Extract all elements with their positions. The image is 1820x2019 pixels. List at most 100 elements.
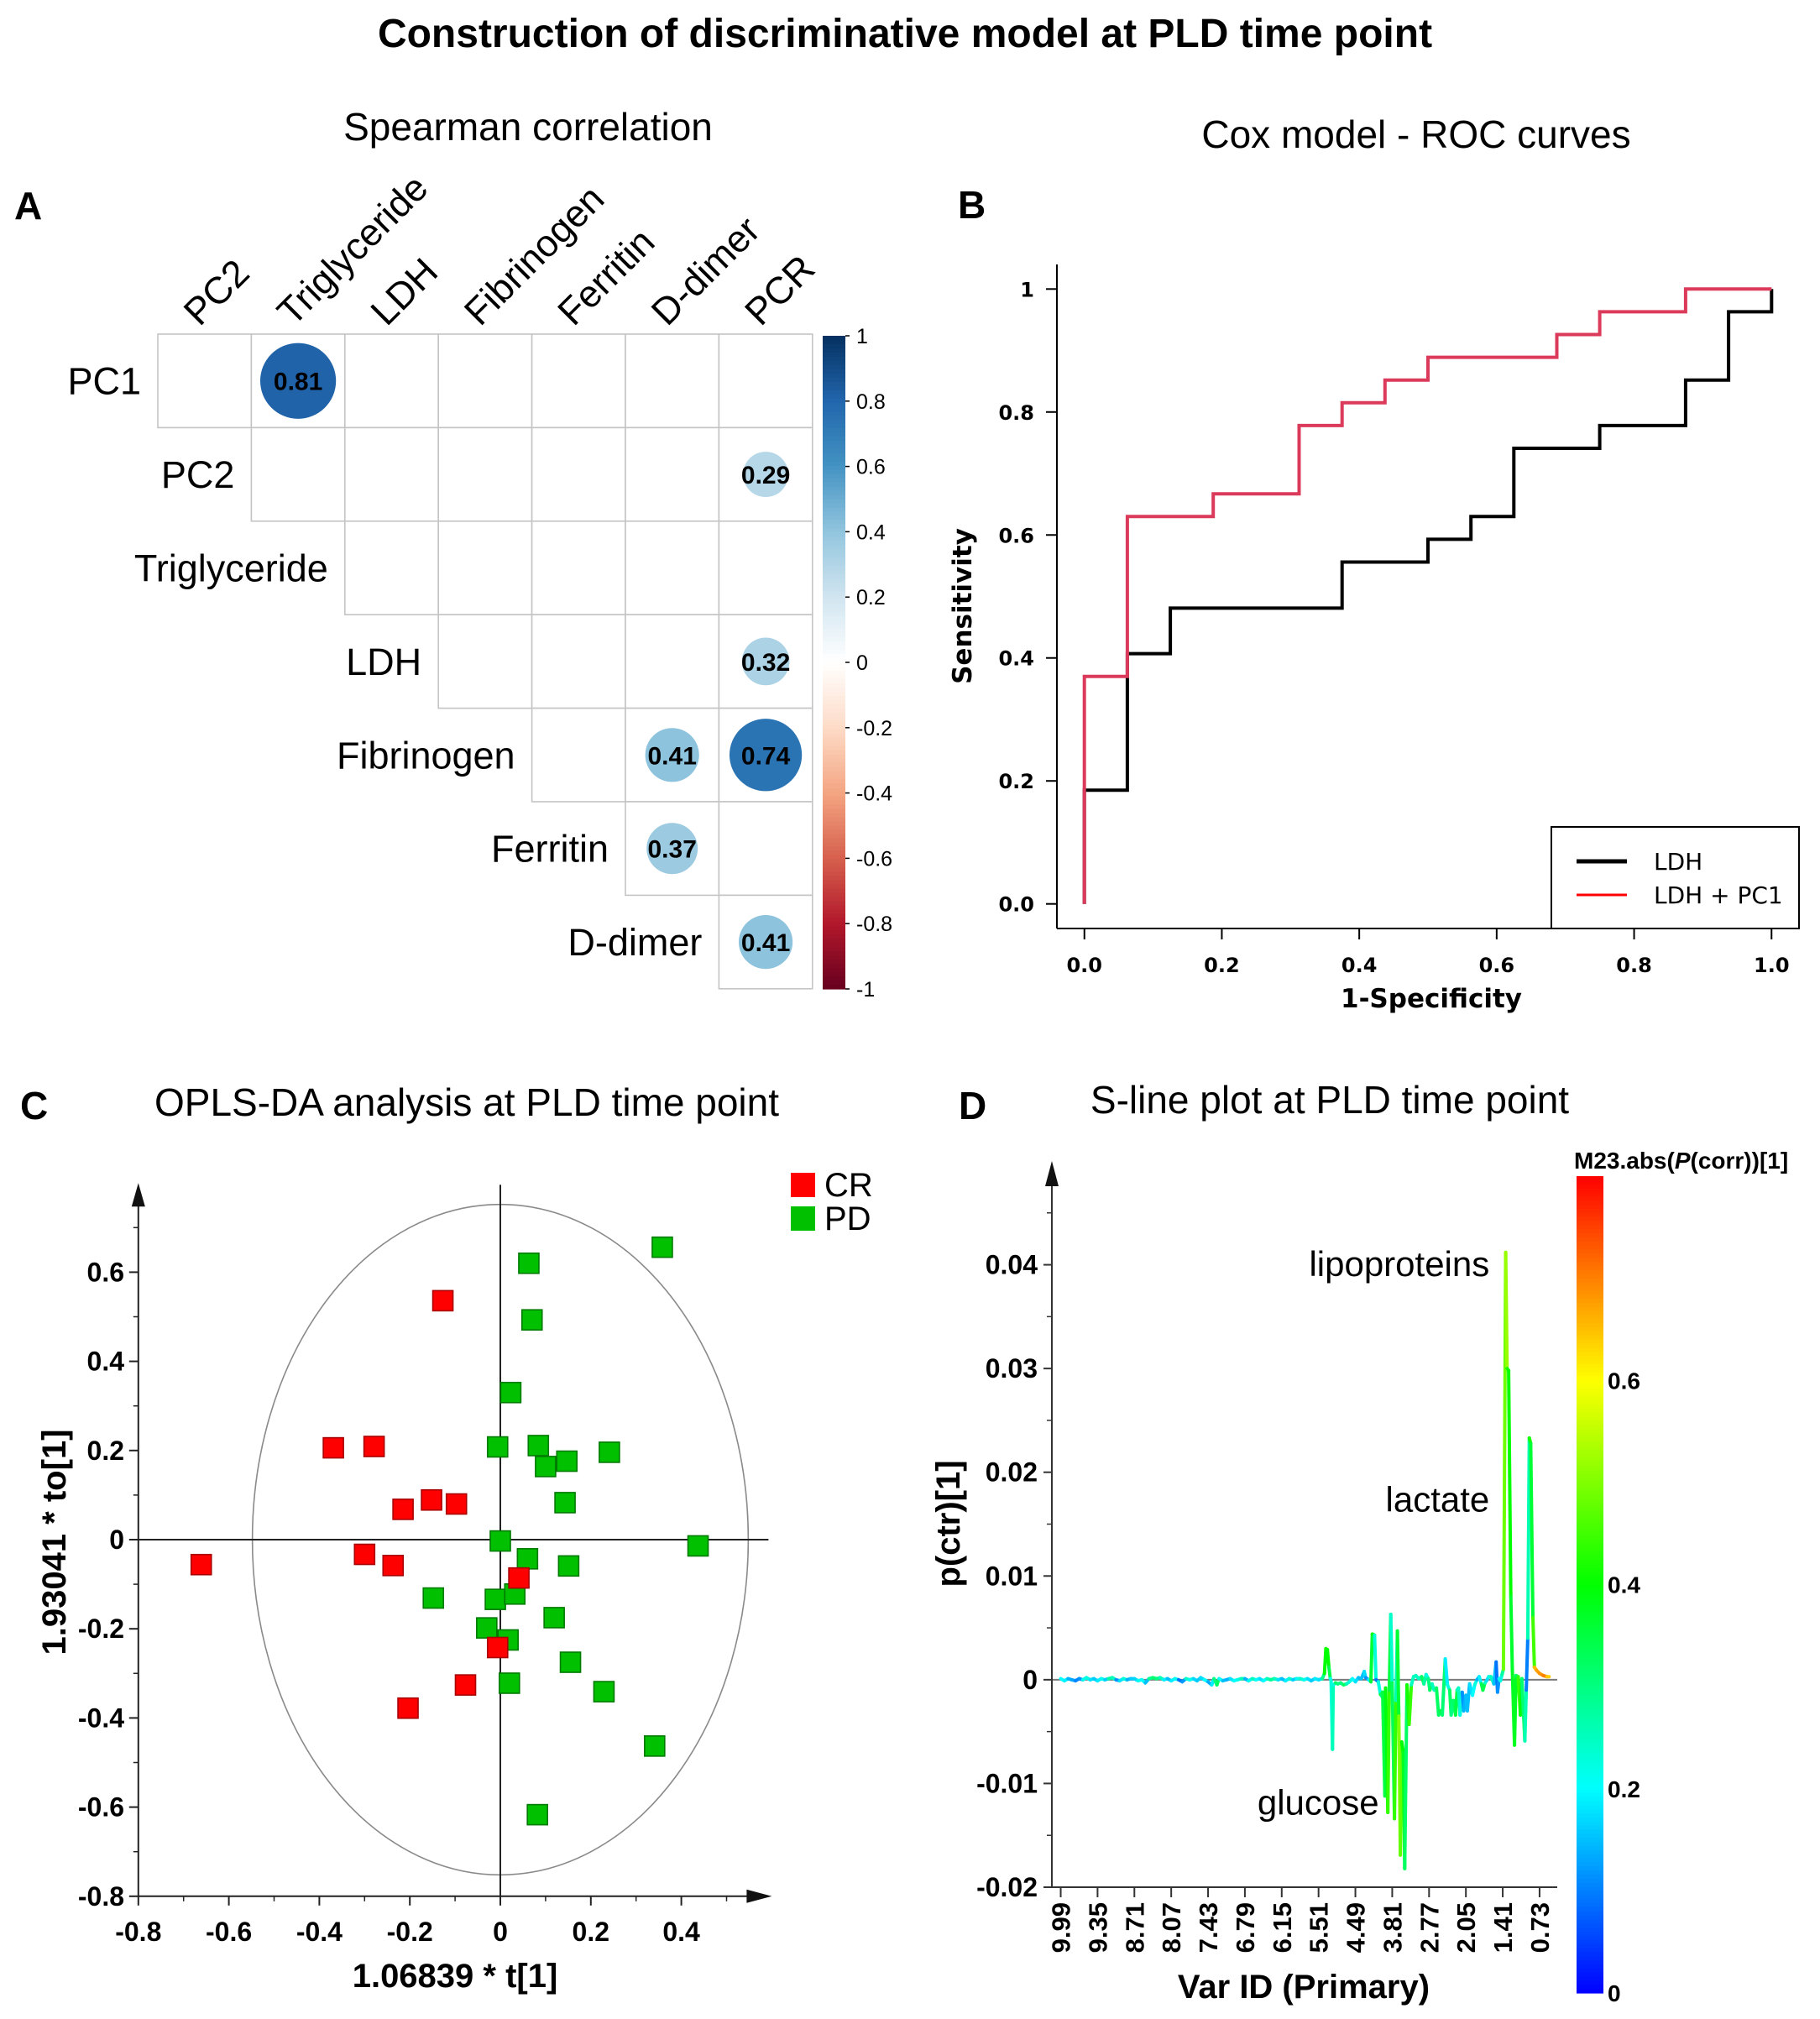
colorbar-slice <box>1577 1980 1603 1985</box>
colorbar-slice <box>1577 1755 1603 1761</box>
colorbar-tick-label: 0.4 <box>1608 1572 1640 1598</box>
colorbar-slice <box>823 432 845 437</box>
colorbar-slice <box>1577 1543 1603 1549</box>
colorbar-slice <box>1577 1939 1603 1945</box>
colorbar-slice <box>823 724 845 730</box>
colorbar-slice <box>823 452 845 458</box>
colorbar-slice <box>1577 1858 1603 1863</box>
colorbar-slice <box>823 884 845 889</box>
colorbar-slice <box>1577 1200 1603 1206</box>
colorbar-slice <box>823 336 845 341</box>
colorbar-tick-label: -1 <box>856 978 875 1002</box>
colorbar-tick-label: 0.2 <box>1608 1776 1640 1802</box>
chart-title-c: OPLS-DA analysis at PLD time point <box>154 1080 779 1124</box>
colorbar-slice <box>823 415 845 421</box>
colorbar-slice <box>1577 1608 1603 1614</box>
colorbar-tick-label: -0.8 <box>856 913 892 936</box>
colorbar-slice <box>1577 1641 1603 1647</box>
correlation-value-label: 0.37 <box>648 836 697 864</box>
colorbar-slice <box>823 934 845 939</box>
y-tick-label: 0.8 <box>998 401 1034 425</box>
colorbar-slice <box>1577 1499 1603 1504</box>
s-line-segment <box>1327 1666 1332 1681</box>
colorbar-slice <box>1577 1266 1603 1271</box>
correlation-circle <box>646 823 698 875</box>
row-label: PC2 <box>161 453 235 496</box>
y-tick-label: -0.6 <box>78 1792 124 1823</box>
colorbar-slice <box>1577 1923 1603 1928</box>
colorbar-slice <box>823 758 845 764</box>
score-point-pd <box>476 1617 498 1639</box>
colorbar-slice <box>1577 1269 1603 1275</box>
colorbar-slice <box>823 578 845 583</box>
colorbar-slice <box>823 695 845 701</box>
colorbar-slice <box>823 909 845 914</box>
s-line-segment <box>1403 1683 1409 1870</box>
colorbar-slice <box>823 754 845 760</box>
legend-b: LDH LDH + PC1 <box>1551 826 1800 929</box>
y-tick-label: 0.2 <box>87 1436 124 1466</box>
colorbar-slice <box>823 960 845 965</box>
colorbar-slice <box>1577 1470 1603 1475</box>
colorbar-slice <box>823 972 845 977</box>
colorbar-slice <box>823 583 845 588</box>
colorbar-slice <box>823 641 845 646</box>
colorbar-slice <box>1577 1985 1603 1990</box>
colorbar-slice <box>823 625 845 630</box>
colorbar-slice <box>1577 1593 1603 1598</box>
s-line-segment <box>1525 1436 1531 1640</box>
colorbar-slice <box>1577 1698 1603 1704</box>
colorbar-slice <box>1577 1825 1603 1830</box>
colorbar-slice <box>1577 1457 1603 1463</box>
colorbar-slice <box>823 427 845 433</box>
matrix-cell <box>250 426 346 522</box>
colorbar-slice <box>823 570 845 575</box>
y-tick-label: 0.04 <box>986 1250 1038 1280</box>
colorbar-slice <box>823 813 845 819</box>
colorbar-slice <box>823 855 845 860</box>
x-tick-label: 8.71 <box>1120 1902 1149 1953</box>
colorbar-slice <box>823 394 845 400</box>
colorbar-slice <box>823 796 845 802</box>
colorbar-slice <box>1577 1494 1603 1499</box>
colorbar-slice <box>1577 1968 1603 1974</box>
colorbar-slice <box>1577 1633 1603 1639</box>
colorbar-slice <box>823 373 845 379</box>
colorbar-slice <box>823 381 845 387</box>
colorbar-slice <box>1577 1245 1603 1251</box>
colorbar-slice <box>1577 1878 1603 1884</box>
colorbar-slice <box>1577 1323 1603 1328</box>
colorbar-slice <box>1577 1600 1603 1606</box>
s-line-segment <box>1504 1250 1509 1371</box>
colorbar-slice <box>1577 1286 1603 1291</box>
colorbar-slice <box>1577 1629 1603 1635</box>
colorbar-slice <box>1577 1731 1603 1737</box>
x-tick-label: 2.05 <box>1451 1902 1481 1953</box>
colorbar-slice <box>1577 1221 1603 1226</box>
colorbar-slice <box>823 494 845 500</box>
colorbar-slice <box>1577 1368 1603 1373</box>
score-point-cr <box>353 1543 376 1566</box>
correlation-circle <box>259 343 337 419</box>
colorbar-slice <box>1577 1196 1603 1201</box>
score-point-cr <box>397 1697 419 1719</box>
colorbar-slice <box>823 536 845 541</box>
colorbar-slice <box>823 985 845 990</box>
colorbar-slice <box>823 943 845 948</box>
x-axis-title-d: Var ID (Primary) <box>1178 1969 1430 2006</box>
matrix-cell <box>437 426 533 522</box>
colorbar-slice <box>1577 1694 1603 1700</box>
colorbar-slice <box>1577 1886 1603 1891</box>
colorbar-tick-label: 0 <box>856 651 868 675</box>
score-point-cr <box>190 1553 212 1576</box>
colorbar-slice <box>823 926 845 931</box>
colorbar-slice <box>1577 1556 1603 1561</box>
score-point-pd <box>486 1436 509 1458</box>
y-tick-label: 0.4 <box>87 1347 125 1377</box>
colorbar-slice <box>1577 1678 1603 1683</box>
colorbar-slice <box>1577 1205 1603 1210</box>
matrix-cell <box>531 520 626 615</box>
colorbar-slice <box>1577 1429 1603 1435</box>
y-tick-label: -0.02 <box>976 1872 1038 1902</box>
colorbar-slice <box>1577 1425 1603 1431</box>
